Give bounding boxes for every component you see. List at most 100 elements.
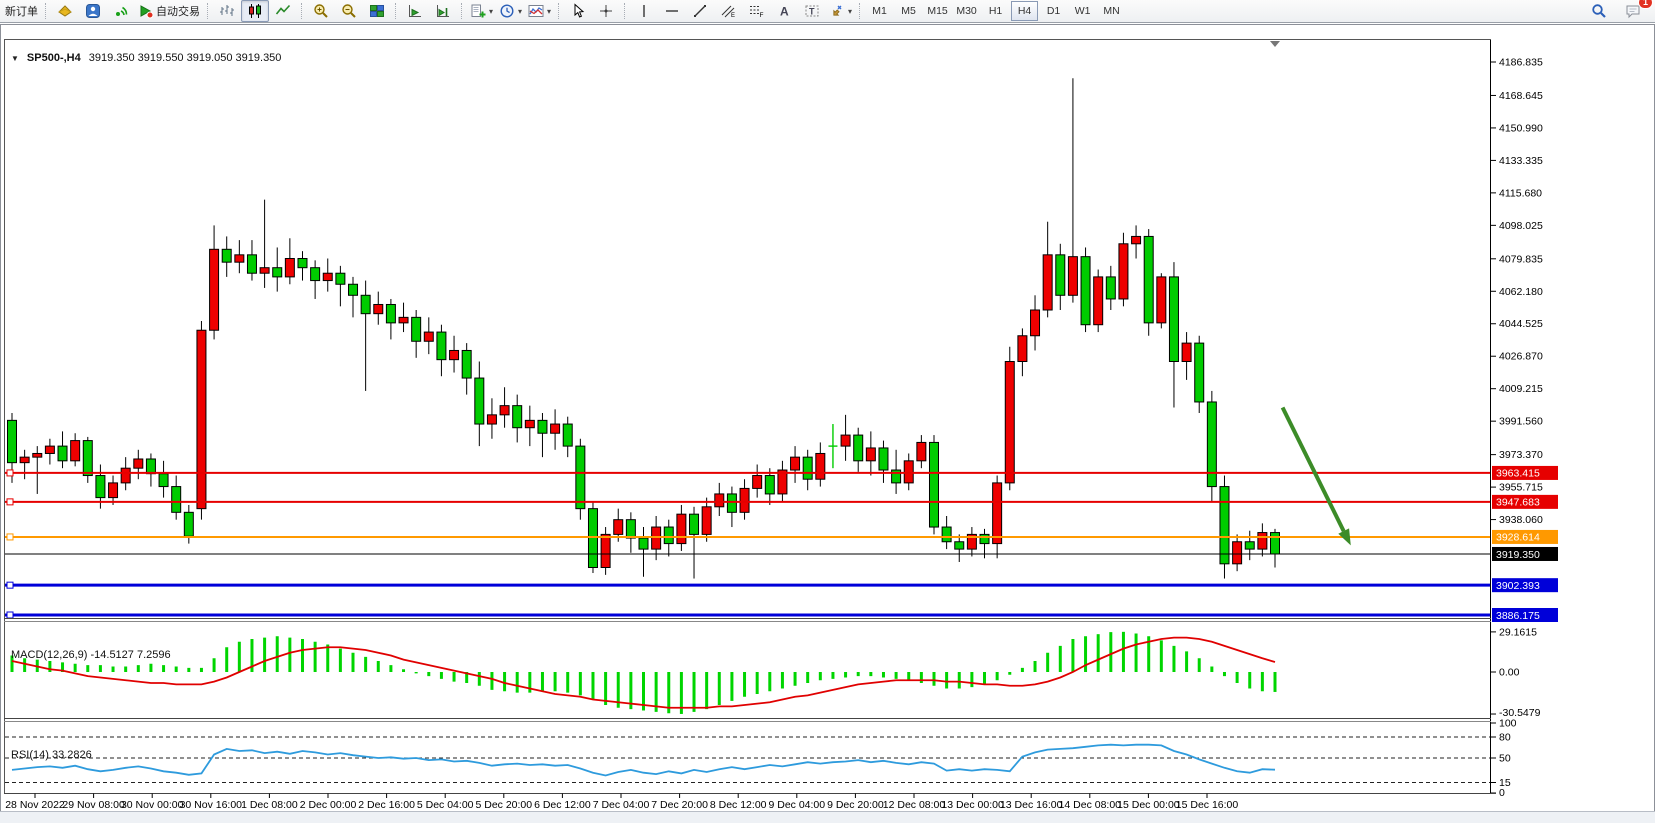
toolbar-separator bbox=[558, 3, 560, 19]
new-order-button[interactable]: 新订单 bbox=[5, 6, 38, 18]
svg-text:3928.614: 3928.614 bbox=[1496, 532, 1540, 544]
svg-text:3947.683: 3947.683 bbox=[1496, 497, 1540, 509]
line-chart-icon bbox=[275, 3, 291, 19]
text-icon: A bbox=[776, 3, 792, 19]
horizontal-line-icon bbox=[664, 3, 680, 19]
svg-text:9 Dec 20:00: 9 Dec 20:00 bbox=[827, 799, 884, 811]
svg-text:4062.180: 4062.180 bbox=[1499, 286, 1543, 298]
svg-text:4079.835: 4079.835 bbox=[1499, 253, 1543, 265]
signals-icon bbox=[113, 3, 129, 19]
trendline-button[interactable] bbox=[686, 0, 714, 22]
chevron-down-icon: ▾ bbox=[547, 6, 552, 16]
tile-windows-button[interactable] bbox=[363, 0, 391, 22]
svg-text:T: T bbox=[809, 7, 815, 17]
svg-text:13 Dec 00:00: 13 Dec 00:00 bbox=[941, 799, 1004, 811]
svg-text:4009.215: 4009.215 bbox=[1499, 383, 1543, 395]
bar-chart-icon bbox=[219, 3, 235, 19]
timeframe-h4[interactable]: H4 bbox=[1011, 1, 1039, 21]
svg-text:8 Dec 12:00: 8 Dec 12:00 bbox=[710, 799, 767, 811]
zoom-out-icon bbox=[341, 3, 357, 19]
crosshair-button[interactable] bbox=[592, 0, 620, 22]
new-chart-icon bbox=[470, 3, 486, 19]
svg-text:100: 100 bbox=[1499, 718, 1517, 730]
community-icon bbox=[85, 3, 101, 19]
svg-text:15 Dec 16:00: 15 Dec 16:00 bbox=[1176, 799, 1239, 811]
zoom-out-button[interactable] bbox=[335, 0, 363, 22]
fibonacci-icon: F bbox=[748, 3, 764, 19]
text-label-button[interactable]: T bbox=[798, 0, 826, 22]
auto-scroll-icon bbox=[407, 3, 423, 19]
rsi-panel: 100 80 50 150 bbox=[4, 718, 1517, 799]
timeframe-m1[interactable]: M1 bbox=[872, 5, 887, 17]
equidistant-channel-button[interactable]: E bbox=[714, 0, 742, 22]
templates-icon bbox=[528, 3, 544, 19]
zoom-in-button[interactable] bbox=[307, 0, 335, 22]
svg-text:4026.870: 4026.870 bbox=[1499, 351, 1543, 363]
svg-text:15 Dec 00:00: 15 Dec 00:00 bbox=[1117, 799, 1180, 811]
svg-text:3963.415: 3963.415 bbox=[1496, 468, 1540, 480]
timeframe-w1[interactable]: W1 bbox=[1074, 5, 1091, 17]
timeframe-m30[interactable]: M30 bbox=[956, 5, 977, 17]
arrows-button[interactable]: ▾ bbox=[826, 0, 855, 22]
autotrading-icon bbox=[138, 3, 154, 19]
equidistant-channel-icon: E bbox=[720, 3, 736, 19]
svg-text:2 Dec 16:00: 2 Dec 16:00 bbox=[358, 799, 415, 811]
svg-text:12 Dec 08:00: 12 Dec 08:00 bbox=[883, 799, 946, 811]
cursor-button[interactable] bbox=[564, 0, 592, 22]
market-orders-button[interactable] bbox=[51, 0, 79, 22]
svg-text:3886.175: 3886.175 bbox=[1496, 610, 1540, 622]
svg-text:5 Dec 04:00: 5 Dec 04:00 bbox=[417, 799, 474, 811]
tile-windows-icon bbox=[369, 3, 385, 19]
svg-text:-30.5479: -30.5479 bbox=[1499, 707, 1541, 719]
fibonacci-button[interactable]: F bbox=[742, 0, 770, 22]
text-label-icon: T bbox=[804, 3, 820, 19]
auto-scroll-button[interactable] bbox=[401, 0, 429, 22]
candlestick-panel: 4186.835 4168.645 4150.990 4133.335 4115.680… bbox=[5, 41, 1558, 623]
toolbar-separator bbox=[624, 3, 626, 19]
svg-text:3919.350: 3919.350 bbox=[1496, 549, 1540, 561]
chart-menu-marker[interactable]: ▼ bbox=[11, 53, 19, 63]
toolbar-separator bbox=[395, 3, 397, 19]
periods-button[interactable]: ▾ bbox=[496, 0, 525, 22]
toolbar-separator bbox=[45, 3, 47, 19]
horizontal-line-button[interactable] bbox=[658, 0, 686, 22]
symbol-period: SP500-,H4 bbox=[26, 52, 81, 64]
svg-text:13 Dec 16:00: 13 Dec 16:00 bbox=[1000, 799, 1063, 811]
signals-button[interactable] bbox=[107, 0, 135, 22]
toolbar-separator bbox=[859, 3, 861, 19]
svg-text:1 Dec 08:00: 1 Dec 08:00 bbox=[241, 799, 298, 811]
candlestick-chart-icon bbox=[247, 3, 263, 19]
svg-text:F: F bbox=[760, 12, 764, 19]
autotrading-button[interactable]: 自动交易 bbox=[135, 0, 203, 22]
new-chart-button[interactable]: ▾ bbox=[467, 0, 496, 22]
zoom-in-icon bbox=[313, 3, 329, 19]
text-button[interactable]: A bbox=[770, 0, 798, 22]
svg-text:15: 15 bbox=[1499, 777, 1511, 789]
community-button[interactable] bbox=[79, 0, 107, 22]
svg-text:14 Dec 08:00: 14 Dec 08:00 bbox=[1059, 799, 1122, 811]
main-toolbar: 新订单 自动交易 ▾ ▾ ▾ E F A T ▾ M1 M5 M15 M30 H1 H4 D1 W1 MN 1 bbox=[0, 0, 1655, 23]
search-button[interactable] bbox=[1585, 0, 1613, 22]
templates-button[interactable]: ▾ bbox=[525, 0, 554, 22]
candlestick-chart-button[interactable] bbox=[241, 0, 269, 22]
status-bar bbox=[0, 811, 1655, 823]
line-chart-button[interactable] bbox=[269, 0, 297, 22]
notifications-button[interactable]: 1 bbox=[1619, 0, 1653, 22]
search-icon bbox=[1591, 3, 1607, 19]
svg-text:3973.370: 3973.370 bbox=[1499, 449, 1543, 461]
timeframe-d1[interactable]: D1 bbox=[1046, 5, 1061, 17]
timeframe-m15[interactable]: M15 bbox=[927, 5, 948, 17]
toolbar-separator bbox=[461, 3, 463, 19]
timeframe-h1[interactable]: H1 bbox=[988, 5, 1003, 17]
chart-window: ▼ SP500-,H4 3919.350 3919.550 3919.050 3… bbox=[0, 24, 1655, 812]
timeframe-mn[interactable]: MN bbox=[1103, 5, 1120, 17]
timeframe-m5[interactable]: M5 bbox=[901, 5, 916, 17]
svg-text:0: 0 bbox=[1499, 787, 1505, 799]
svg-text:30 Nov 00:00: 30 Nov 00:00 bbox=[121, 799, 184, 811]
vertical-line-button[interactable] bbox=[630, 0, 658, 22]
macd-indicator-label: MACD(12,26,9) -14.5127 7.2596 bbox=[11, 649, 171, 661]
bar-chart-button[interactable] bbox=[213, 0, 241, 22]
crosshair-icon bbox=[598, 3, 614, 19]
chart-shift-button[interactable] bbox=[429, 0, 457, 22]
